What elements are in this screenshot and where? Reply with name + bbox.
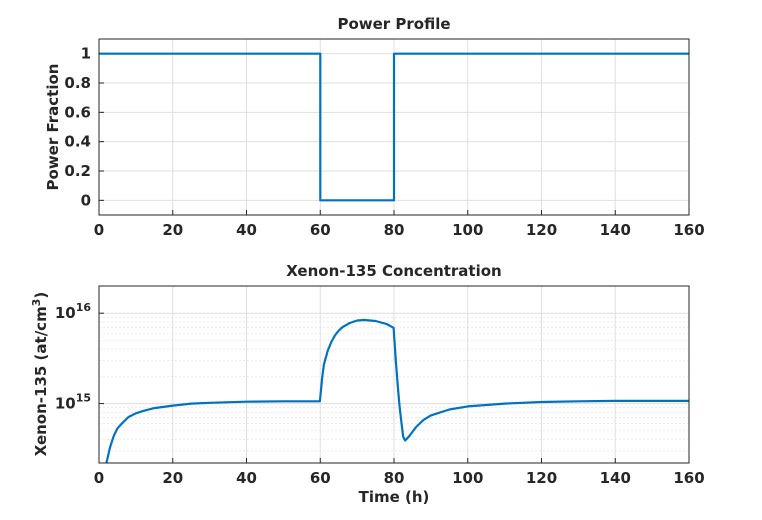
x-tick-label: 80 [384,221,405,239]
series-line [99,52,689,202]
power-profile-series [99,52,689,202]
xenon-series [105,318,689,464]
x-tick-label: 140 [600,469,631,487]
y-tick-label: 1 [81,45,91,63]
x-tick-label: 160 [673,221,704,239]
x-tick-label: 60 [310,469,331,487]
y-tick-label: 0.6 [64,103,91,121]
y-tick-label: 0.2 [64,162,91,180]
x-tick-label: 160 [673,469,704,487]
series-line [105,318,689,464]
xenon-panel: Xenon-135 Concentration 0 20 40 60 80 100 120 1… [30,262,705,506]
xenon-ylabel-main: Xenon-135 (at/cm [32,306,50,456]
xenon-ylabel-sup: 3 [30,299,43,307]
y-tick-label: 0.8 [64,74,91,92]
x-tick-label: 60 [310,221,331,239]
power-profile-panel: Power Profile 0 20 40 60 80 100 120 140 16000.20… [44,15,705,239]
y-tick-label: 0.4 [64,133,91,151]
x-tick-label: 20 [162,221,183,239]
x-tick-label: 80 [384,469,405,487]
xenon-axes-frame [98,285,690,464]
x-tick-label: 100 [452,221,483,239]
xenon-ylabel-end: ) [32,292,50,299]
x-tick-label: 140 [600,221,631,239]
y-tick-label: 1015 [55,392,91,413]
y-tick-label: 1016 [55,301,92,322]
xenon-title: Xenon-135 Concentration [286,262,501,280]
x-tick-label: 40 [236,469,257,487]
power-profile-ticks: 0 20 40 60 80 100 120 140 160 0 0.2 0.4 0.6 0.8 1 [64,45,704,239]
power-profile-title: Power Profile [337,15,450,33]
x-tick-label: 100 [452,469,483,487]
y-tick-label: 0 [81,191,91,209]
x-tick-label: 0 [94,469,104,487]
x-tick-label: 0 [94,221,104,239]
xenon-ylabel: Xenon-135 (at/cm3) [30,292,50,456]
xenon-grid [98,286,690,463]
power-profile-axes-frame [98,38,690,216]
xenon-xlabel: Time (h) [359,488,430,506]
x-tick-label: 40 [236,221,257,239]
x-tick-label: 20 [162,469,183,487]
x-tick-label: 120 [526,221,557,239]
x-tick-label: 120 [526,469,557,487]
xenon-ticks: 0 20 40 60 80 100 120 140 160 1015 1016 [55,301,705,487]
power-profile-ylabel: Power Fraction [44,64,62,191]
